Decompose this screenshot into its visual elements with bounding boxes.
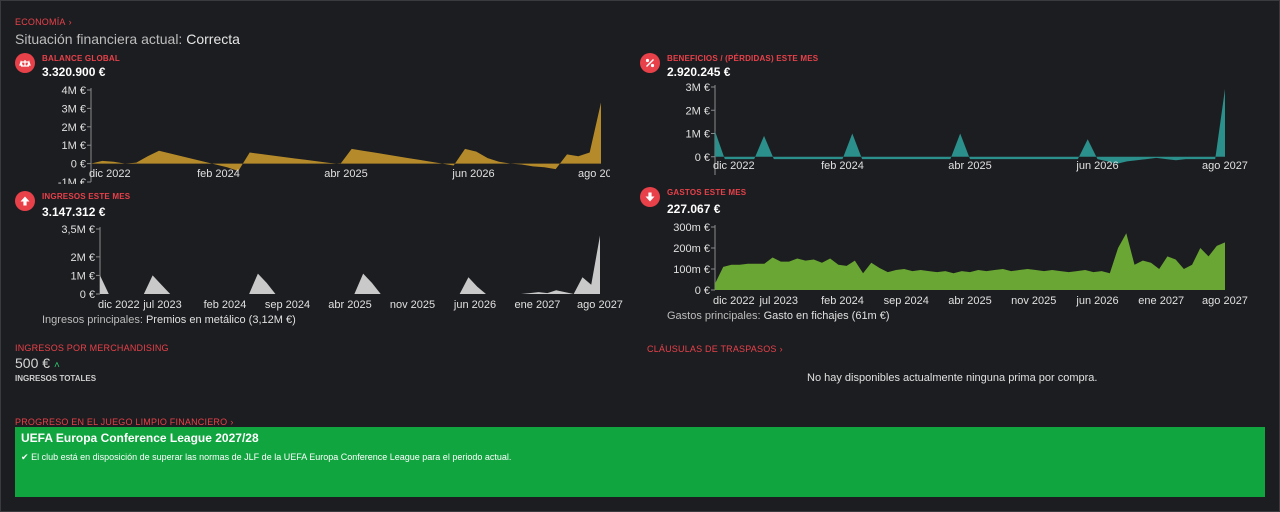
y-tick-label: 3M €: [62, 103, 86, 115]
y-tick-label: 200m €: [673, 243, 710, 255]
x-tick-label: ago 2027: [1202, 160, 1248, 172]
ffp-status-box: UEFA Europa Conference League 2027/28 ✔ …: [15, 427, 1265, 497]
x-tick-label: nov 2025: [390, 299, 435, 311]
x-tick-label: dic 2022: [89, 168, 131, 180]
income-footer: Ingresos principales: Premios en metálic…: [42, 314, 296, 326]
x-tick-label: abr 2025: [324, 168, 367, 180]
series-area: [91, 102, 601, 171]
arrow-up-icon: [15, 191, 35, 211]
x-tick-label: feb 2024: [204, 299, 247, 311]
expenses-value: 227.067 €: [667, 202, 721, 216]
transfers-empty-message: No hay disponibles actualmente ninguna p…: [807, 372, 1098, 384]
percent-icon: [640, 53, 660, 73]
x-tick-label: feb 2024: [821, 295, 864, 307]
series-area: [100, 235, 600, 294]
expenses-footer: Gastos principales: Gasto en fichajes (6…: [667, 310, 890, 322]
ffp-message: ✔ El club está en disposición de superar…: [21, 452, 512, 462]
merch-value: 500 € ˄: [15, 355, 60, 371]
y-tick-label: 1M €: [71, 270, 95, 282]
x-tick-label: ene 2027: [515, 299, 561, 311]
income-title: INGRESOS ESTE MES: [42, 192, 131, 201]
financial-status: Situación financiera actual: Correcta: [15, 31, 240, 47]
ffp-title: UEFA Europa Conference League 2027/28: [21, 431, 259, 445]
balance-chart: 4M € 3M € 2M € 1M € 0 € -1M €dic 2022 feb 2024…: [58, 85, 610, 184]
x-tick-label: jun 2026: [453, 299, 496, 311]
x-tick-label: dic 2022: [98, 299, 140, 311]
x-tick-label: ago 2027: [577, 299, 623, 311]
x-tick-label: jul 2023: [142, 299, 182, 311]
y-tick-label: 300m €: [673, 222, 710, 234]
scale-icon: [15, 53, 35, 73]
chevron-up-icon: ˄: [53, 360, 60, 371]
x-tick-label: abr 2025: [948, 295, 991, 307]
y-tick-label: 0 €: [71, 159, 86, 171]
economy-section-link[interactable]: ECONOMÍA ›: [15, 17, 72, 27]
x-tick-label: nov 2025: [1011, 295, 1056, 307]
series-area: [715, 88, 1225, 164]
income-chart: 3,5M € 2M € 1M € 0 €dic 2022 jul 2023 feb 202…: [61, 224, 623, 311]
arrow-down-icon: [640, 187, 660, 207]
y-tick-label: -1M €: [58, 177, 86, 184]
merch-subtitle: INGRESOS TOTALES: [15, 374, 97, 383]
y-tick-label: 3M €: [686, 82, 710, 94]
x-tick-label: abr 2025: [328, 299, 371, 311]
x-tick-label: feb 2024: [197, 168, 240, 180]
x-tick-label: jun 2026: [1075, 160, 1118, 172]
ffp-section-link[interactable]: PROGRESO EN EL JUEGO LIMPIO FINANCIERO ›: [15, 417, 234, 427]
y-tick-label: 4M €: [62, 85, 86, 97]
x-tick-label: ene 2027: [1138, 295, 1184, 307]
expenses-title: GASTOS ESTE MES: [667, 188, 747, 197]
y-tick-label: 0 €: [80, 289, 95, 301]
y-tick-label: 2M €: [62, 122, 86, 134]
y-tick-label: 1M €: [62, 140, 86, 152]
profit-value: 2.920.245 €: [667, 65, 731, 79]
y-tick-label: 2M €: [686, 105, 710, 117]
series-area: [715, 233, 1225, 290]
y-tick-label: 0 €: [695, 152, 710, 164]
x-tick-label: feb 2024: [821, 160, 864, 172]
balance-title: BALANCE GLOBAL: [42, 54, 120, 63]
x-tick-label: ago 2027: [1202, 295, 1248, 307]
income-value: 3.147.312 €: [42, 205, 106, 219]
profit-title: BENEFICIOS / (PÉRDIDAS) ESTE MES: [667, 54, 819, 63]
x-tick-label: jun 2026: [1075, 295, 1118, 307]
x-tick-label: dic 2022: [713, 160, 755, 172]
transfers-section-link[interactable]: CLÁUSULAS DE TRASPASOS ›: [647, 344, 783, 354]
y-tick-label: 1M €: [686, 129, 710, 141]
x-tick-label: jul 2023: [758, 295, 798, 307]
merch-section-label: INGRESOS POR MERCHANDISING: [15, 343, 169, 353]
x-tick-label: abr 2025: [948, 160, 991, 172]
x-tick-label: sep 2024: [884, 295, 929, 307]
checkmark-icon: ✔: [21, 452, 29, 462]
expenses-chart: 300m € 200m € 100m € 0 €dic 2022 jul 2023 feb…: [673, 222, 1248, 307]
y-tick-label: 100m €: [673, 264, 710, 276]
x-tick-label: jun 2026: [451, 168, 494, 180]
y-tick-label: 2M €: [71, 252, 95, 264]
x-tick-label: sep 2024: [265, 299, 310, 311]
x-tick-label: dic 2022: [713, 295, 755, 307]
x-tick-label: ago 2027: [578, 168, 610, 180]
y-tick-label: 0 €: [695, 285, 710, 297]
y-tick-label: 3,5M €: [61, 224, 95, 236]
balance-value: 3.320.900 €: [42, 65, 106, 79]
